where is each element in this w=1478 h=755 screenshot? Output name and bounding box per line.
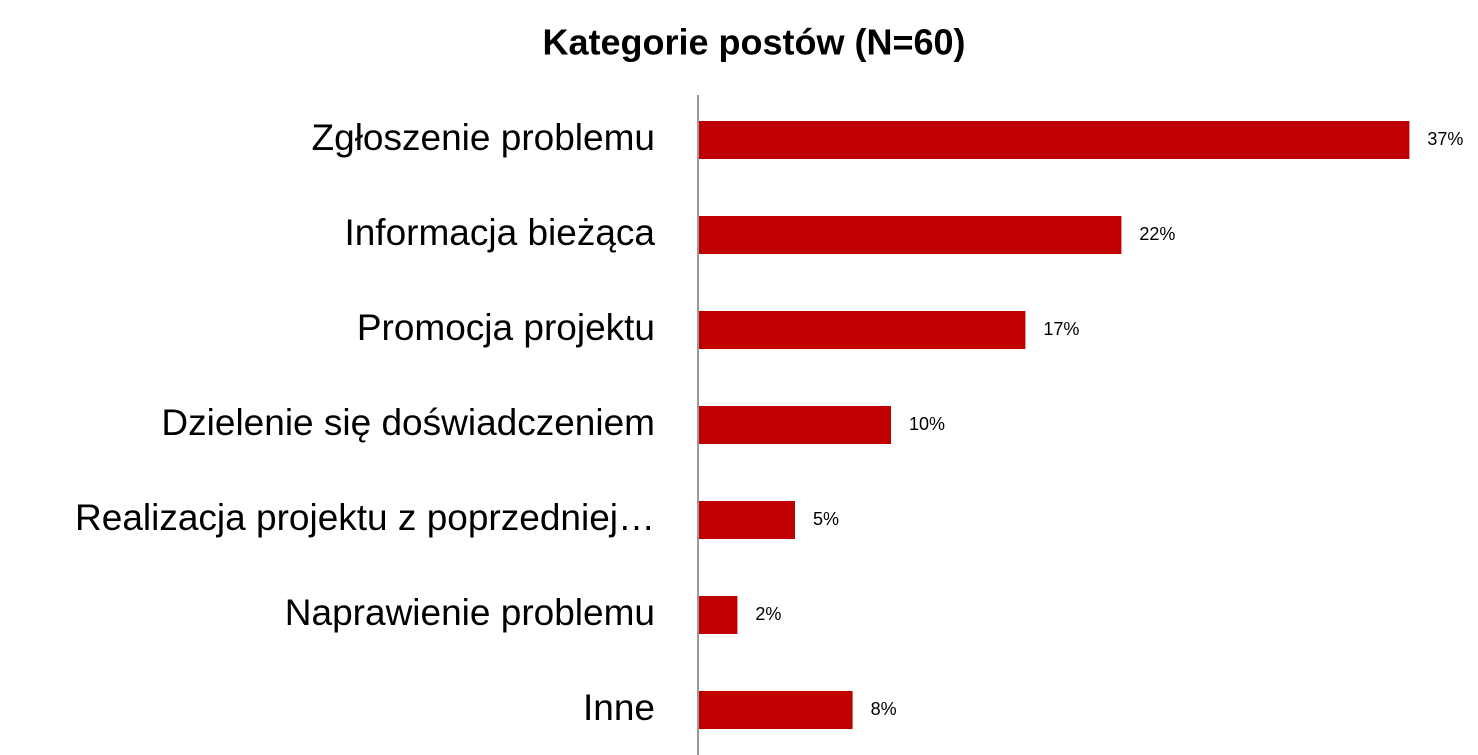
category-label: Promocja projektu bbox=[357, 307, 655, 348]
value-label: 17% bbox=[1043, 319, 1079, 339]
value-label: 8% bbox=[871, 699, 897, 719]
bar bbox=[699, 311, 1026, 349]
category-label: Realizacja projektu z poprzedniej… bbox=[75, 497, 655, 538]
bar bbox=[699, 691, 853, 729]
bar bbox=[699, 121, 1410, 159]
bar bbox=[699, 406, 891, 444]
bar bbox=[699, 216, 1122, 254]
bar bbox=[699, 596, 738, 634]
category-label: Zgłoszenie problemu bbox=[312, 117, 655, 158]
category-label: Dzielenie się doświadczeniem bbox=[161, 402, 655, 443]
category-label: Inne bbox=[583, 687, 655, 728]
category-label: Informacja bieżąca bbox=[344, 212, 655, 253]
value-label: 22% bbox=[1139, 224, 1175, 244]
chart-title: Kategorie postów (N=60) bbox=[542, 22, 965, 63]
value-label: 5% bbox=[813, 509, 839, 529]
category-label: Naprawienie problemu bbox=[285, 592, 655, 633]
value-label: 37% bbox=[1427, 129, 1463, 149]
value-label: 2% bbox=[755, 604, 781, 624]
bar bbox=[699, 501, 795, 539]
value-label: 10% bbox=[909, 414, 945, 434]
